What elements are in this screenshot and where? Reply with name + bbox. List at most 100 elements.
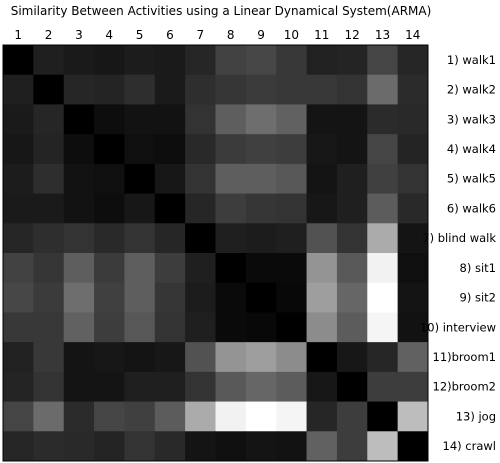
heatmap-cell-r3-c14 [397,104,429,135]
heatmap-cell-r11-c10 [276,342,308,373]
heatmap-cell-r4-c10 [276,134,308,165]
heatmap-cell-r4-c7 [185,134,216,165]
heatmap-cell-r13-c4 [94,401,125,432]
heatmap-cell-r6-c10 [276,193,308,224]
heatmap-cell-r7-c8 [215,223,247,254]
heatmap-cell-r14-c13 [367,431,399,462]
heatmap-cell-r9-c4 [94,282,125,313]
heatmap-cell-r6-c12 [336,193,368,224]
heatmap-cell-r6-c9 [245,193,277,224]
heatmap-cell-r14-c11 [306,431,338,462]
heatmap-cell-r3-c5 [124,104,156,135]
row-label-8: 8) sit1 [460,261,496,275]
heatmap-cell-r12-c6 [154,371,186,403]
x-tick-label-3: 3 [75,28,83,42]
heatmap-cell-r10-c4 [94,312,125,343]
heatmap-cell-r9-c11 [306,282,338,313]
heatmap-cell-r6-c6 [154,193,186,224]
heatmap-cell-r12-c1 [3,371,34,403]
heatmap-cell-r2-c11 [306,74,338,105]
heatmap-cell-r13-c5 [124,401,156,432]
heatmap-cell-r13-c7 [185,401,216,432]
heatmap-cell-r6-c3 [63,193,95,224]
heatmap-cell-r9-c2 [33,282,65,313]
heatmap-cell-r7-c9 [245,223,277,254]
heatmap-cell-r8-c13 [367,253,399,284]
heatmap-cell-r6-c8 [215,193,247,224]
heatmap-cell-r8-c8 [215,253,247,284]
heatmap-cell-r14-c9 [245,431,277,462]
heatmap-cell-r4-c4 [94,134,125,165]
row-label-11: 11)broom1 [433,350,497,364]
heatmap-cell-r12-c11 [306,371,338,403]
heatmap-cell-r5-c13 [367,163,399,195]
heatmap-cell-r4-c8 [215,134,247,165]
heatmap-cells [3,45,429,462]
heatmap-cell-r13-c14 [397,401,429,432]
heatmap-cell-r1-c13 [367,45,399,76]
heatmap-cell-r7-c6 [154,223,186,254]
heatmap-cell-r2-c7 [185,74,216,105]
heatmap-cell-r10-c5 [124,312,156,343]
heatmap-cell-r5-c3 [63,163,95,195]
heatmap-cell-r12-c10 [276,371,308,403]
heatmap-cell-r10-c11 [306,312,338,343]
x-tick-label-8: 8 [227,28,235,42]
heatmap-cell-r7-c12 [336,223,368,254]
heatmap-cell-r10-c6 [154,312,186,343]
row-label-3: 3) walk3 [447,112,496,126]
x-tick-label-4: 4 [105,28,113,42]
heatmap-cell-r13-c11 [306,401,338,432]
x-tick-label-2: 2 [45,28,53,42]
heatmap-cell-r1-c10 [276,45,308,76]
row-label-12: 12)broom2 [433,380,497,394]
heatmap-cell-r11-c8 [215,342,247,373]
heatmap-cell-r9-c7 [185,282,216,313]
heatmap-cell-r1-c11 [306,45,338,76]
heatmap-cell-r7-c2 [33,223,65,254]
heatmap-cell-r3-c2 [33,104,65,135]
heatmap-cell-r12-c5 [124,371,156,403]
heatmap-cell-r3-c10 [276,104,308,135]
heatmap-cell-r2-c9 [245,74,277,105]
heatmap-cell-r11-c5 [124,342,156,373]
heatmap-cell-r14-c10 [276,431,308,462]
heatmap-cell-r9-c8 [215,282,247,313]
heatmap-cell-r3-c11 [306,104,338,135]
heatmap-cell-r4-c2 [33,134,65,165]
heatmap-cell-r12-c12 [336,371,368,403]
heatmap-cell-r8-c5 [124,253,156,284]
heatmap-cell-r13-c6 [154,401,186,432]
heatmap-cell-r5-c11 [306,163,338,195]
row-label-1: 1) walk1 [447,53,496,67]
heatmap-cell-r4-c12 [336,134,368,165]
heatmap-cell-r13-c8 [215,401,247,432]
heatmap-cell-r2-c12 [336,74,368,105]
heatmap-cell-r10-c3 [63,312,95,343]
heatmap-cell-r9-c1 [3,282,34,313]
heatmap-cell-r5-c9 [245,163,277,195]
heatmap-cell-r1-c8 [215,45,247,76]
heatmap-cell-r14-c8 [215,431,247,462]
heatmap-cell-r1-c9 [245,45,277,76]
row-label-2: 2) walk2 [447,83,496,97]
row-label-4: 4) walk4 [447,142,496,156]
heatmap-cell-r4-c9 [245,134,277,165]
heatmap-cell-r2-c13 [367,74,399,105]
heatmap-cell-r6-c14 [397,193,429,224]
heatmap-cell-r11-c9 [245,342,277,373]
heatmap-cell-r9-c14 [397,282,429,313]
heatmap-cell-r14-c5 [124,431,156,462]
heatmap-cell-r5-c1 [3,163,34,195]
row-label-14: 14) crawl [443,439,496,453]
heatmap-cell-r7-c3 [63,223,95,254]
heatmap-cell-r3-c6 [154,104,186,135]
heatmap-cell-r3-c13 [367,104,399,135]
heatmap-cell-r12-c2 [33,371,65,403]
heatmap-cell-r11-c14 [397,342,429,373]
heatmap-cell-r6-c7 [185,193,216,224]
heatmap-cell-r5-c12 [336,163,368,195]
heatmap-cell-r1-c7 [185,45,216,76]
heatmap-cell-r9-c12 [336,282,368,313]
